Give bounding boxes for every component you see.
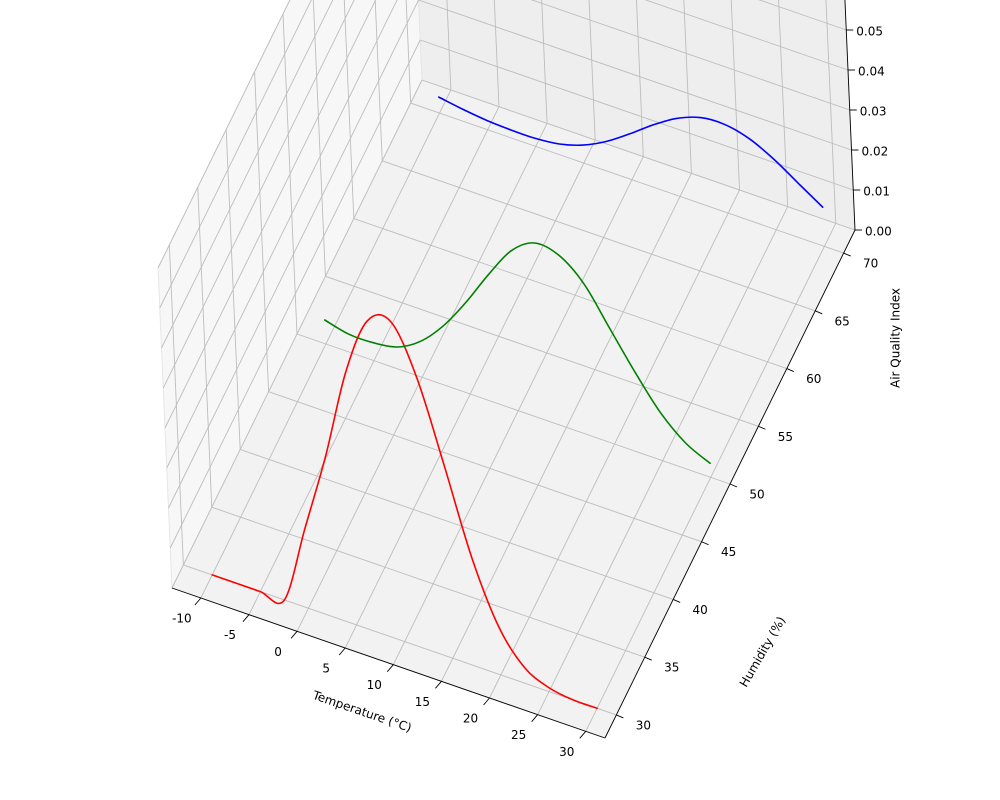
x-tick-label: -5 <box>224 628 236 642</box>
x-tick-label: -10 <box>172 612 192 626</box>
grid-line-z-back <box>530 0 850 111</box>
y-tick-label: 55 <box>778 430 793 444</box>
y-tick-mark <box>644 656 652 661</box>
grid-line-y-floor <box>325 275 759 427</box>
x-tick-label: 25 <box>511 728 526 742</box>
grid-line-z-wall <box>171 79 423 589</box>
x-tick-mark <box>579 731 587 739</box>
z-tick-label: 0.00 <box>865 225 892 239</box>
y-tick-mark <box>786 368 794 372</box>
x-tick-label: 20 <box>463 712 478 726</box>
grid-line-y-floor <box>353 218 787 369</box>
x-tick-mark <box>531 714 538 722</box>
series-line-3 <box>438 96 824 208</box>
grid-line-y-floor <box>382 160 816 312</box>
grid-line-x-back <box>541 0 548 124</box>
grid-line-z-back <box>758 0 847 31</box>
y-tick-label: 35 <box>664 661 679 675</box>
y-tick-mark <box>701 541 709 546</box>
y-tick-label: 40 <box>693 603 708 617</box>
x-axis-line <box>171 587 606 739</box>
x-tick-label: 15 <box>415 695 430 709</box>
y-tick-label: 70 <box>863 257 878 271</box>
grid-line-z-wall <box>169 39 421 549</box>
x-tick-label: 5 <box>322 662 330 676</box>
y-axis-label: Humidity (%) <box>737 614 789 689</box>
x-tick-mark <box>435 681 442 689</box>
grid-line-x-back <box>588 0 596 141</box>
x-tick-mark <box>194 597 202 606</box>
z-tick-label: 0.05 <box>856 25 883 39</box>
z-tick-label: 0.03 <box>860 105 887 119</box>
x-axis-label: Temperature (°C) <box>310 688 413 735</box>
grid-line-x-back <box>493 0 500 107</box>
x-tick-label: 10 <box>367 678 382 692</box>
grid-line-x-back <box>636 0 644 157</box>
grid-line-z-wall <box>166 0 398 469</box>
grid-line-z-wall <box>157 0 291 269</box>
y-tick-label: 50 <box>749 488 764 502</box>
grid-line-z-back <box>421 79 856 231</box>
y-tick-label: 60 <box>806 372 821 386</box>
x-tick-mark <box>242 614 250 622</box>
y-tick-label: 65 <box>835 314 850 328</box>
x-tick-mark <box>338 647 346 656</box>
x-tick-mark <box>483 697 490 706</box>
z-tick-label: 0.01 <box>863 185 890 199</box>
y-tick-mark <box>758 425 766 430</box>
grid-line-y-wall <box>405 0 412 104</box>
grid-line-z-back <box>644 0 849 71</box>
grid-line-z-wall <box>162 0 355 389</box>
x-tick-label: 0 <box>274 645 282 659</box>
grid-line-z-wall <box>159 0 312 309</box>
x-tick-mark <box>290 631 298 639</box>
series-line-1 <box>211 313 598 709</box>
y-tick-mark <box>843 252 851 257</box>
grid-line-y-floor <box>410 102 844 254</box>
grid-line-y-floor <box>240 449 674 600</box>
y-tick-mark <box>815 310 823 315</box>
y-tick-mark <box>616 714 624 719</box>
grid-line-y-floor <box>211 506 645 658</box>
grid-line-z-wall <box>164 0 377 429</box>
grid-line-y-floor <box>296 333 731 485</box>
x-tick-label: 30 <box>559 745 574 759</box>
y-tick-mark <box>673 599 681 603</box>
series-line-2 <box>324 242 711 465</box>
x-tick-mark <box>386 664 394 672</box>
z-axis-label: Air Quality Index <box>889 288 903 388</box>
grid-line-y-floor <box>268 391 702 543</box>
y-tick-mark <box>729 483 738 488</box>
z-tick-label: 0.02 <box>862 145 889 159</box>
z-tick-label: 0.04 <box>858 65 885 79</box>
grid-line-z-back <box>418 0 852 151</box>
grid-line-z-wall <box>161 0 334 349</box>
grid-line-x-back <box>446 0 452 91</box>
grid-line-z-wall <box>168 0 419 509</box>
y-tick-label: 45 <box>721 545 736 559</box>
y-tick-label: 30 <box>636 718 651 732</box>
